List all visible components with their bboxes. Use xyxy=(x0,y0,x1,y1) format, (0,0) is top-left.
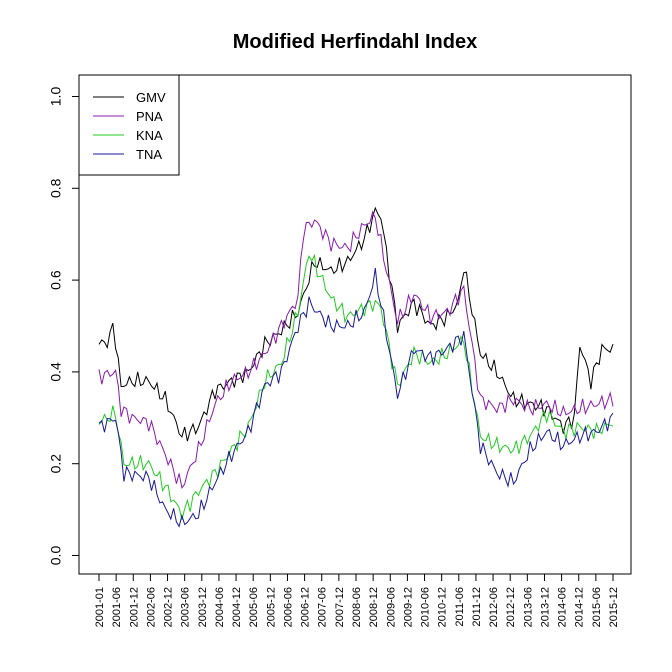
y-tick-label: 1.0 xyxy=(48,87,64,107)
x-tick-label: 2013-06 xyxy=(522,587,534,627)
x-tick-label: 2014-06 xyxy=(557,587,569,627)
x-tick-label: 2003-06 xyxy=(180,587,192,627)
x-tick-label: 2007-12 xyxy=(334,587,346,627)
x-tick-label: 2009-06 xyxy=(385,587,397,627)
x-tick-label: 2001-01 xyxy=(94,587,106,627)
x-tick-label: 2001-06 xyxy=(111,587,123,627)
x-tick-label: 2012-12 xyxy=(505,587,517,627)
x-tick-label: 2003-12 xyxy=(197,587,209,627)
series-line-kna xyxy=(98,253,614,520)
x-tick-label: 2002-06 xyxy=(145,587,157,627)
y-tick-label: 0.6 xyxy=(48,270,64,290)
x-tick-label: 2005-12 xyxy=(265,587,277,627)
legend-box xyxy=(78,74,180,176)
x-tick-label: 2007-06 xyxy=(317,587,329,627)
x-tick-label: 2005-06 xyxy=(248,587,260,627)
x-tick-label: 2012-06 xyxy=(488,587,500,627)
x-axis: 2001-01 2001-06 2001-12 2002-06 2002-12 2003-… xyxy=(94,573,620,627)
x-tick-label: 2011-12 xyxy=(471,587,483,627)
y-tick-label: 0.8 xyxy=(48,178,64,198)
y-axis: 0.0 0.2 0.4 0.6 0.8 1.0 xyxy=(48,87,80,566)
y-tick-label: 0.0 xyxy=(48,546,64,566)
y-tick-label: 0.4 xyxy=(48,362,64,382)
y-tick-label: 0.2 xyxy=(48,454,64,474)
x-tick-label: 2004-12 xyxy=(231,587,243,627)
series-line-pna xyxy=(98,210,614,489)
x-tick-label: 2010-12 xyxy=(437,587,449,627)
x-tick-label: 2002-12 xyxy=(163,587,175,627)
legend-label-gmv: GMV xyxy=(136,90,166,105)
x-tick-label: 2009-12 xyxy=(402,587,414,627)
x-tick-label: 2011-06 xyxy=(454,587,466,627)
legend: GMV PNA KNA TNA xyxy=(78,74,180,176)
legend-label-pna: PNA xyxy=(136,109,163,124)
x-tick-label: 2004-06 xyxy=(214,587,226,627)
x-tick-label: 2006-06 xyxy=(282,587,294,627)
legend-label-kna: KNA xyxy=(136,128,163,143)
x-tick-label: 2008-12 xyxy=(368,587,380,627)
legend-label-tna: TNA xyxy=(136,147,162,162)
chart-title: Modified Herfindahl Index xyxy=(233,31,477,53)
x-tick-label: 2010-06 xyxy=(420,587,432,627)
x-tick-label: 2014-12 xyxy=(574,587,586,627)
x-tick-label: 2015-06 xyxy=(591,587,603,627)
x-tick-label: 2008-06 xyxy=(351,587,363,627)
x-tick-label: 2006-12 xyxy=(300,587,312,627)
x-tick-label: 2015-12 xyxy=(608,587,620,627)
series-lines xyxy=(98,206,614,528)
x-tick-label: 2013-12 xyxy=(539,587,551,627)
x-tick-label: 2001-12 xyxy=(128,587,140,627)
series-line-gmv xyxy=(98,206,614,442)
series-line-tna xyxy=(98,268,614,528)
